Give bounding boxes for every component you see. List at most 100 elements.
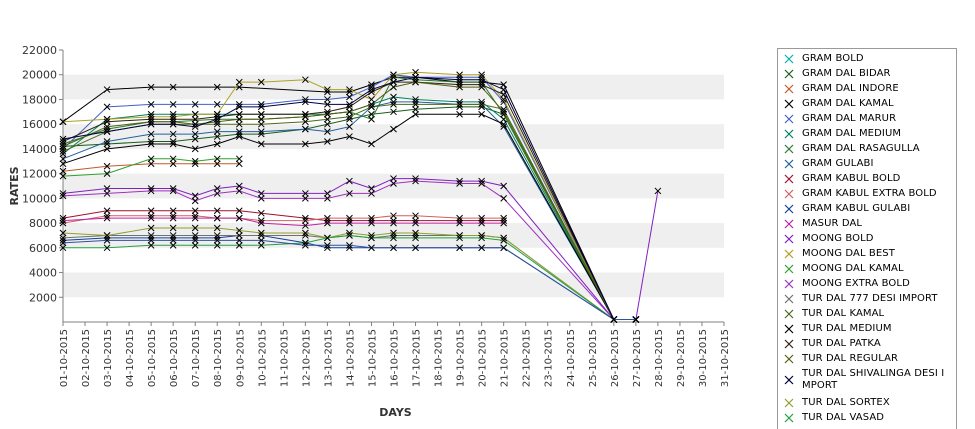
- legend-label: TUR DAL SHIVALINGA DESI I MPORT: [802, 368, 945, 391]
- data-point-marker: [59, 229, 67, 237]
- data-point-marker: [324, 110, 331, 118]
- data-point-marker: [257, 229, 265, 237]
- legend-marker-x-icon: [784, 54, 794, 64]
- data-point-marker: [500, 81, 508, 88]
- data-point-marker: [390, 175, 397, 182]
- data-point-marker: [456, 110, 463, 118]
- data-point-marker: [147, 187, 155, 195]
- data-point-marker: [103, 190, 111, 197]
- data-point-marker: [346, 219, 353, 227]
- data-point-marker: [324, 190, 331, 197]
- legend-marker-x-icon-path: [784, 339, 794, 349]
- series-line: [62, 215, 504, 224]
- x-tick-label: 07-10-2015: [191, 329, 202, 387]
- legend-marker-x-icon-path: [784, 159, 794, 169]
- data-point-marker: [456, 76, 463, 84]
- data-point-marker: [390, 101, 397, 108]
- data-point-marker: [302, 217, 309, 224]
- legend-marker-x-icon-path: [784, 219, 794, 229]
- data-point-marker: [235, 241, 243, 249]
- legend-marker-x-icon-path: [784, 84, 794, 94]
- data-point-marker: [103, 162, 111, 170]
- legend-marker-x-icon-path: [784, 309, 794, 319]
- legend-marker-x-icon-path: [784, 294, 794, 304]
- data-point-marker: [59, 172, 67, 180]
- data-point-marker: [368, 86, 375, 93]
- series-moong-dal-kamal: [59, 155, 243, 180]
- data-point-marker: [257, 103, 265, 111]
- legend-marker-x-icon: [784, 144, 794, 154]
- legend-label: TUR DAL SORTEX: [802, 397, 890, 408]
- data-point-marker: [169, 140, 177, 148]
- data-point-marker: [169, 130, 177, 138]
- data-point-marker: [213, 190, 221, 197]
- data-point-marker: [324, 195, 331, 202]
- data-point-marker: [191, 123, 199, 131]
- data-point-marker: [346, 123, 353, 131]
- data-point-marker: [169, 224, 177, 232]
- data-point-marker: [346, 190, 353, 197]
- data-point-marker: [257, 190, 265, 197]
- data-point-marker: [213, 113, 221, 121]
- legend-label: GRAM KABUL GULABI: [802, 203, 911, 214]
- legend-label: GRAM BOLD: [802, 53, 864, 64]
- data-point-marker: [500, 244, 508, 252]
- data-point-marker: [169, 101, 177, 108]
- data-point-marker: [103, 214, 111, 222]
- data-point-marker: [368, 219, 375, 227]
- data-point-marker: [500, 120, 508, 128]
- data-point-marker: [302, 96, 309, 103]
- data-point-marker: [390, 73, 397, 81]
- data-point-marker: [500, 182, 508, 190]
- data-point-marker: [191, 145, 199, 153]
- data-point-marker: [324, 115, 331, 123]
- data-point-marker: [456, 71, 463, 79]
- data-point-marker: [478, 110, 485, 118]
- x-tick-label: 11-10-2015: [279, 329, 290, 387]
- y-tick-label: 14000: [22, 143, 57, 156]
- legend-marker-x-icon: [784, 249, 794, 259]
- legend-label: GRAM KABUL BOLD: [802, 173, 901, 184]
- data-point-marker: [59, 219, 67, 227]
- x-tick-label: 23-10-2015: [544, 329, 555, 387]
- x-tick-label: 26-10-2015: [610, 329, 621, 387]
- data-point-marker: [191, 130, 199, 138]
- data-point-marker: [390, 125, 397, 133]
- data-point-marker: [191, 224, 199, 232]
- data-point-marker: [147, 232, 155, 239]
- legend-marker-x-icon-path: [784, 69, 794, 79]
- grid-band: [63, 173, 724, 199]
- x-tick-label: 12-10-2015: [301, 329, 312, 387]
- x-tick-label: 01-10-2015: [59, 329, 70, 387]
- data-point-marker: [412, 101, 419, 108]
- y-tick-label: 16000: [22, 118, 57, 131]
- legend-label: GRAM DAL BIDAR: [802, 68, 891, 79]
- data-point-marker: [59, 167, 67, 175]
- data-point-marker: [412, 105, 419, 113]
- data-point-marker: [302, 190, 309, 197]
- data-point-marker: [213, 241, 221, 249]
- data-point-marker: [654, 187, 662, 195]
- chart-legend: GRAM BOLD GRAM DAL BIDAR GRAM DAL INDORE GR…: [777, 48, 957, 429]
- legend-label: TUR DAL REGULAR: [802, 353, 899, 364]
- data-point-marker: [324, 214, 331, 222]
- data-point-marker: [324, 96, 331, 103]
- data-point-marker: [500, 237, 508, 244]
- legend-label: MASUR DAL: [802, 218, 863, 229]
- data-point-marker: [390, 93, 397, 101]
- data-point-marker: [169, 83, 177, 91]
- data-point-marker: [191, 160, 199, 168]
- data-point-marker: [191, 232, 199, 239]
- legend-marker-x-icon: [784, 219, 794, 229]
- data-point-marker: [257, 219, 265, 227]
- legend-marker-x-icon: [784, 234, 794, 244]
- data-point-marker: [59, 217, 67, 224]
- data-point-marker: [390, 108, 397, 116]
- data-point-marker: [257, 128, 265, 135]
- data-point-marker: [390, 83, 397, 91]
- data-point-marker: [390, 229, 397, 237]
- x-tick-label: 10-10-2015: [257, 329, 268, 387]
- legend-marker-x-icon-path: [784, 114, 794, 124]
- data-point-marker: [257, 140, 265, 148]
- legend-marker-x-icon: [784, 264, 794, 274]
